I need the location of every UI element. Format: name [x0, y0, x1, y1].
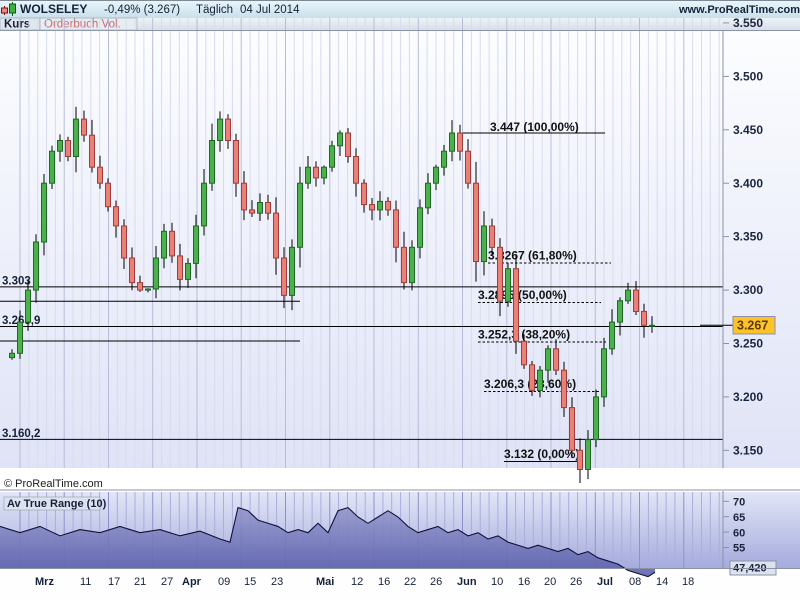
svg-text:3.200: 3.200: [733, 390, 763, 404]
svg-text:3.267: 3.267: [737, 319, 768, 333]
svg-text:Jul: Jul: [597, 576, 613, 588]
svg-text:23: 23: [271, 576, 283, 588]
svg-text:Mai: Mai: [316, 576, 334, 588]
svg-text:14: 14: [656, 576, 668, 588]
svg-text:3.250: 3.250: [733, 337, 763, 351]
svg-text:Täglich: Täglich: [196, 4, 233, 16]
svg-text:3.447 (100,00%): 3.447 (100,00%): [490, 120, 579, 134]
svg-text:26: 26: [570, 576, 582, 588]
svg-text:3.300: 3.300: [733, 283, 763, 297]
svg-text:16: 16: [378, 576, 390, 588]
svg-text:04 Jul 2014: 04 Jul 2014: [240, 4, 300, 16]
svg-text:20: 20: [544, 576, 556, 588]
svg-text:3.400: 3.400: [733, 176, 763, 190]
svg-text:10: 10: [491, 576, 503, 588]
svg-text:Apr: Apr: [182, 576, 202, 588]
svg-text:26: 26: [430, 576, 442, 588]
svg-text:3.500: 3.500: [733, 70, 763, 84]
svg-text:Jun: Jun: [457, 576, 477, 588]
svg-text:15: 15: [244, 576, 256, 588]
svg-text:© ProRealTime.com: © ProRealTime.com: [4, 478, 103, 490]
svg-text:3.150: 3.150: [733, 443, 763, 457]
svg-text:12: 12: [351, 576, 363, 588]
svg-text:09: 09: [218, 576, 230, 588]
svg-text:17: 17: [108, 576, 120, 588]
svg-text:3.350: 3.350: [733, 230, 763, 244]
svg-text:27: 27: [161, 576, 173, 588]
svg-text:Av True Range (10): Av True Range (10): [7, 498, 107, 510]
svg-text:11: 11: [80, 576, 91, 588]
svg-text:21: 21: [134, 576, 146, 588]
svg-text:-0,49% (3.267): -0,49% (3.267): [104, 4, 180, 16]
svg-text:3.550: 3.550: [733, 16, 763, 30]
svg-text:3.450: 3.450: [733, 123, 763, 137]
svg-text:3.2895 (50,00%): 3.2895 (50,00%): [478, 288, 567, 302]
svg-text:18: 18: [682, 576, 694, 588]
svg-text:08: 08: [629, 576, 641, 588]
svg-text:3.132 (0,00%): 3.132 (0,00%): [504, 447, 579, 461]
svg-text:16: 16: [518, 576, 530, 588]
svg-text:65: 65: [733, 512, 745, 524]
svg-text:Kurs: Kurs: [4, 19, 30, 31]
svg-text:WOLSELEY: WOLSELEY: [20, 2, 87, 16]
svg-text:55: 55: [733, 543, 745, 555]
svg-text:www.ProRealTime.com: www.ProRealTime.com: [678, 4, 800, 16]
svg-text:3.303: 3.303: [2, 276, 31, 288]
svg-text:3.160,2: 3.160,2: [2, 428, 40, 440]
svg-text:60: 60: [733, 527, 745, 539]
svg-text:Mrz: Mrz: [35, 576, 54, 588]
svg-text:70: 70: [733, 497, 745, 509]
svg-text:22: 22: [404, 576, 416, 588]
